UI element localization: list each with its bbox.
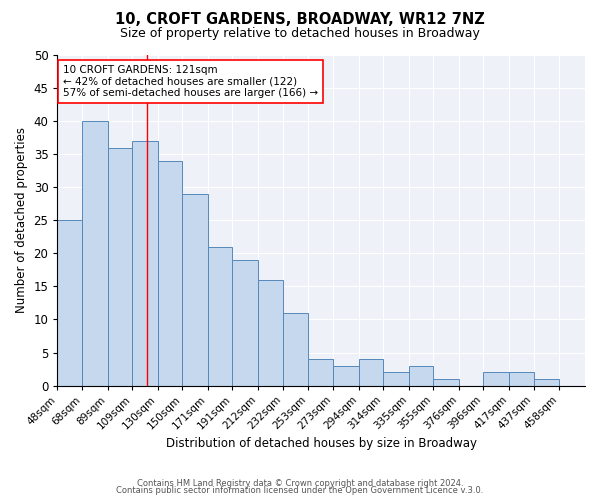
Text: 10 CROFT GARDENS: 121sqm
← 42% of detached houses are smaller (122)
57% of semi-: 10 CROFT GARDENS: 121sqm ← 42% of detach… <box>63 65 318 98</box>
Bar <box>409 366 433 386</box>
Bar <box>333 366 359 386</box>
Text: 10, CROFT GARDENS, BROADWAY, WR12 7NZ: 10, CROFT GARDENS, BROADWAY, WR12 7NZ <box>115 12 485 28</box>
Text: Size of property relative to detached houses in Broadway: Size of property relative to detached ho… <box>120 28 480 40</box>
Bar <box>533 379 559 386</box>
Bar <box>208 246 232 386</box>
Bar <box>258 280 283 386</box>
Bar <box>433 379 459 386</box>
Bar <box>132 141 158 386</box>
Text: Contains public sector information licensed under the Open Government Licence v.: Contains public sector information licen… <box>116 486 484 495</box>
Bar <box>58 220 82 386</box>
Bar <box>283 313 308 386</box>
Bar <box>107 148 132 386</box>
Y-axis label: Number of detached properties: Number of detached properties <box>15 128 28 314</box>
Bar <box>158 161 182 386</box>
Bar <box>232 260 258 386</box>
Bar <box>509 372 533 386</box>
Bar <box>383 372 409 386</box>
Text: Contains HM Land Registry data © Crown copyright and database right 2024.: Contains HM Land Registry data © Crown c… <box>137 478 463 488</box>
X-axis label: Distribution of detached houses by size in Broadway: Distribution of detached houses by size … <box>166 437 477 450</box>
Bar <box>359 359 383 386</box>
Bar <box>484 372 509 386</box>
Bar <box>82 121 107 386</box>
Bar <box>308 359 333 386</box>
Bar <box>182 194 208 386</box>
